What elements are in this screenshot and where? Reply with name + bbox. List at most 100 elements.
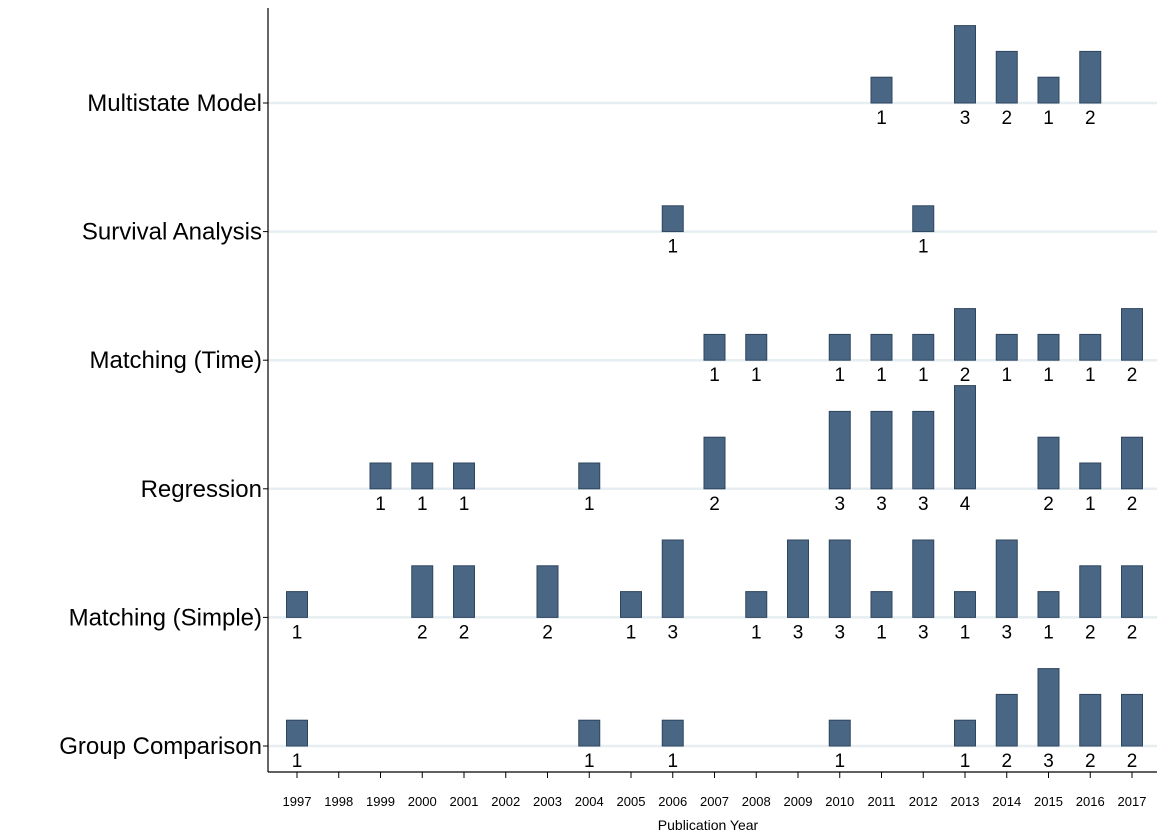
bar [870,76,893,104]
x-tick-label: 2011 [868,794,896,809]
data-label: 1 [876,108,887,129]
bars [286,25,1143,747]
bar [703,436,726,490]
bar [1079,333,1102,361]
data-label: 1 [667,237,678,258]
bar [578,462,601,490]
data-label: 2 [1043,494,1054,515]
data-label: 3 [834,494,845,515]
data-label: 1 [1001,365,1012,386]
bar [995,50,1018,104]
bar [411,462,434,490]
data-label: 2 [1127,494,1138,515]
bar [1079,693,1102,747]
data-label: 1 [1043,365,1054,386]
data-label: 2 [1001,751,1012,772]
data-label: 1 [584,494,595,515]
bar [912,205,935,233]
x-tick-label: 2000 [408,794,437,809]
data-label: 2 [1127,751,1138,772]
bar [1037,333,1060,361]
category-label: Group Comparison [59,733,262,760]
bar [828,410,851,490]
x-tick-label: 1998 [324,794,353,809]
data-label: 1 [960,622,971,643]
bar [954,308,976,361]
category-label: Matching (Simple) [69,604,262,631]
axes: 1997 1998 1999 2000 2001 2002 2003 2004 2005 2006… [263,8,1157,809]
x-tick-label: 2012 [909,794,938,809]
data-label: 2 [1085,622,1096,643]
data-label: 2 [1127,622,1138,643]
bar [995,693,1018,747]
data-label: 1 [292,622,303,643]
bar [954,719,976,747]
data-label: 1 [918,237,929,258]
data-label: 3 [667,622,678,643]
data-label: 3 [1001,622,1012,643]
bar [661,719,684,747]
bar [870,410,893,490]
data-label: 2 [1001,108,1012,129]
gridlines [268,101,1157,748]
bar [578,719,601,747]
category-label: Regression [141,476,262,503]
bar [870,333,893,361]
bar [1037,76,1060,104]
bar [1079,462,1102,490]
x-tick-label: 2015 [1034,794,1063,809]
bar [912,539,935,618]
x-tick-label: 2007 [700,794,729,809]
data-label: 1 [417,494,428,515]
bar [1121,308,1143,361]
bar [1079,50,1102,104]
data-label: 1 [918,365,929,386]
data-label: 1 [834,751,845,772]
bar [369,462,392,490]
bar [787,539,809,618]
bar [912,333,935,361]
bar [286,719,308,747]
data-label: 3 [918,622,929,643]
x-tick-label: 2001 [450,794,479,809]
data-label: 1 [459,494,470,515]
data-label: 1 [709,365,720,386]
data-label: 1 [960,751,971,772]
x-tick-label: 2010 [825,794,854,809]
x-axis-title: Publication Year [658,817,759,833]
data-label: 2 [417,622,428,643]
data-label: 1 [1085,365,1096,386]
data-label: 1 [292,751,303,772]
bar [1037,591,1060,618]
category-label: Matching (Time) [90,347,262,374]
bar [1037,436,1060,490]
data-label: 1 [751,365,762,386]
data-label: 2 [1127,365,1138,386]
bar [870,591,893,618]
data-label: 1 [375,494,386,515]
bar [453,462,475,490]
x-tick-label: 2013 [951,794,980,809]
x-tick-label: 2002 [491,794,520,809]
x-tick-label: 2005 [617,794,646,809]
bar [1121,436,1143,490]
data-label: 4 [960,494,971,515]
category-label: Multistate Model [87,90,262,117]
bar [661,539,684,618]
data-label: 3 [918,494,929,515]
data-label: 1 [834,365,845,386]
bar [828,719,851,747]
bar [954,385,976,490]
bar [703,333,726,361]
bar [954,25,976,104]
value-labels: 1 3 2 1 2 1 1 1 1 1 1 1 2 1 1 1 2 1 1 1 1 2 3 3 3 4 2 1 2 1 2 2 2 1 3 1 3 3 1 3… [292,108,1138,772]
data-label: 1 [626,622,637,643]
bar [286,591,308,618]
bar [828,539,851,618]
bar [995,539,1018,618]
data-label: 2 [960,365,971,386]
category-labels: Multistate Model Survival Analysis Matchin… [59,90,262,760]
data-label: 1 [876,622,887,643]
x-tick-label: 2004 [575,794,604,809]
